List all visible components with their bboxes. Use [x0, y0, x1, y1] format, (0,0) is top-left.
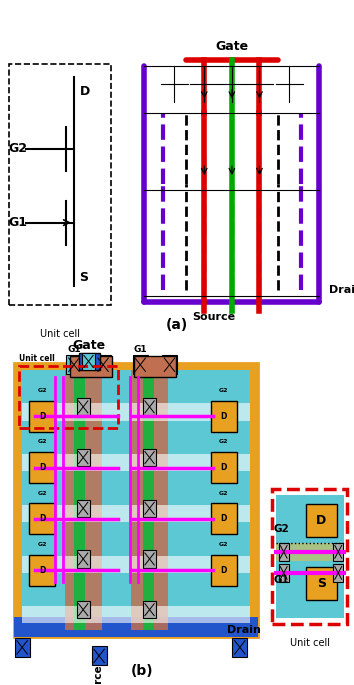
Text: G2: G2: [8, 142, 27, 155]
Text: (b): (b): [131, 664, 154, 678]
Bar: [22, 606, 251, 623]
Text: D: D: [221, 514, 227, 523]
Text: D: D: [79, 85, 90, 97]
Bar: [143, 500, 156, 517]
Bar: [143, 551, 156, 567]
Bar: [211, 401, 237, 432]
Bar: [65, 370, 102, 630]
Bar: [275, 495, 344, 618]
Bar: [74, 370, 85, 630]
Bar: [29, 555, 55, 586]
Text: G1: G1: [273, 575, 289, 586]
Bar: [333, 564, 343, 582]
Bar: [275, 543, 344, 561]
Bar: [79, 353, 101, 370]
FancyBboxPatch shape: [14, 363, 258, 637]
Bar: [76, 551, 90, 567]
Text: D: D: [39, 566, 45, 575]
Text: D: D: [316, 514, 326, 527]
Text: (a): (a): [166, 319, 188, 332]
Text: G2: G2: [219, 439, 229, 445]
Bar: [70, 356, 113, 377]
Text: Unit cell: Unit cell: [19, 354, 55, 363]
Text: Unit cell: Unit cell: [290, 638, 330, 648]
Bar: [15, 638, 30, 657]
Text: Source: Source: [192, 312, 235, 323]
Text: D: D: [221, 463, 227, 472]
Bar: [143, 370, 154, 630]
Bar: [133, 356, 176, 377]
Text: G2: G2: [37, 388, 47, 393]
Bar: [29, 503, 55, 534]
Bar: [279, 564, 289, 582]
Bar: [333, 543, 343, 561]
Bar: [211, 452, 237, 483]
Bar: [76, 601, 90, 618]
Bar: [279, 543, 289, 561]
Text: D: D: [39, 412, 45, 421]
Text: D: D: [39, 463, 45, 472]
Text: Drain: Drain: [329, 285, 354, 295]
Text: D: D: [221, 412, 227, 421]
Bar: [82, 353, 95, 370]
Bar: [232, 638, 247, 657]
Bar: [22, 403, 251, 421]
Bar: [29, 452, 55, 483]
Text: Gate: Gate: [72, 339, 105, 352]
Bar: [143, 399, 156, 415]
Text: G2: G2: [37, 439, 47, 445]
Text: G1: G1: [133, 345, 147, 354]
Bar: [22, 454, 251, 471]
Bar: [76, 449, 90, 466]
Text: G2: G2: [219, 542, 229, 547]
Bar: [162, 355, 177, 374]
Text: G2: G2: [219, 490, 229, 496]
Bar: [306, 503, 337, 537]
Bar: [76, 399, 90, 415]
Bar: [306, 567, 337, 600]
Text: G2: G2: [273, 524, 289, 534]
Text: D: D: [221, 566, 227, 575]
Bar: [143, 601, 156, 618]
Bar: [211, 555, 237, 586]
Text: S: S: [79, 271, 88, 284]
FancyBboxPatch shape: [272, 488, 347, 624]
Bar: [22, 505, 251, 522]
Text: Source: Source: [93, 664, 103, 685]
Bar: [211, 503, 237, 534]
Bar: [76, 500, 90, 517]
Text: G2: G2: [37, 542, 47, 547]
FancyBboxPatch shape: [22, 370, 250, 630]
Text: G2: G2: [219, 388, 229, 393]
Text: G2: G2: [37, 490, 47, 496]
Text: S: S: [316, 577, 326, 590]
Text: G1: G1: [67, 345, 81, 354]
Text: Gate: Gate: [215, 40, 249, 53]
Bar: [29, 401, 55, 432]
Bar: [96, 355, 110, 374]
Bar: [14, 616, 258, 637]
Bar: [133, 355, 148, 374]
Bar: [143, 449, 156, 466]
Bar: [92, 647, 107, 666]
Bar: [67, 355, 81, 374]
Bar: [22, 556, 251, 573]
Bar: [131, 370, 168, 630]
Text: Unit cell: Unit cell: [40, 329, 80, 340]
Text: Drain: Drain: [227, 625, 261, 635]
Text: G1: G1: [8, 216, 27, 229]
Text: D: D: [39, 514, 45, 523]
